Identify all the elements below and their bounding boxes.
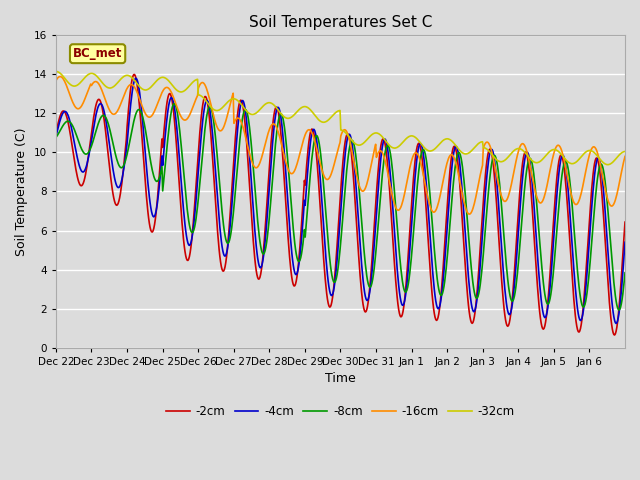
Line: -8cm: -8cm [56, 104, 625, 310]
-32cm [223, 99, 231, 105]
-16cm [224, 110, 232, 116]
-16cm [56, 74, 64, 80]
-32cm [431, 146, 439, 152]
-8cm [400, 286, 408, 292]
-4cm [432, 298, 440, 304]
Title: Soil Temperatures Set C: Soil Temperatures Set C [249, 15, 432, 30]
-2cm [252, 267, 260, 273]
Line: -4cm: -4cm [56, 78, 625, 324]
-8cm [274, 122, 282, 128]
-2cm [119, 174, 127, 180]
-32cm [273, 106, 281, 111]
X-axis label: Time: Time [325, 372, 356, 385]
-8cm [615, 307, 623, 313]
Text: BC_met: BC_met [73, 47, 122, 60]
-8cm [52, 135, 60, 141]
-8cm [224, 240, 232, 246]
-16cm [465, 211, 473, 217]
-16cm [252, 165, 260, 171]
-32cm [252, 110, 259, 116]
-8cm [252, 201, 260, 207]
-4cm [52, 134, 60, 140]
-4cm [621, 240, 629, 245]
-16cm [400, 194, 408, 200]
-2cm [400, 303, 408, 309]
-32cm [52, 69, 60, 74]
-2cm [131, 72, 138, 77]
-32cm [621, 149, 629, 155]
-32cm [399, 139, 407, 145]
-8cm [171, 101, 179, 107]
-32cm [604, 162, 612, 168]
-4cm [119, 173, 127, 179]
-16cm [120, 94, 127, 100]
-2cm [432, 317, 440, 323]
Legend: -2cm, -4cm, -8cm, -16cm, -32cm: -2cm, -4cm, -8cm, -16cm, -32cm [161, 400, 520, 423]
-2cm [224, 240, 232, 245]
-2cm [611, 332, 618, 338]
-4cm [274, 105, 282, 110]
Y-axis label: Soil Temperature (C): Soil Temperature (C) [15, 127, 28, 256]
-4cm [400, 301, 408, 307]
Line: -16cm: -16cm [56, 77, 625, 214]
-16cm [621, 154, 629, 159]
-16cm [52, 78, 60, 84]
-4cm [612, 321, 620, 326]
-4cm [224, 242, 232, 248]
-16cm [274, 128, 282, 133]
-4cm [252, 243, 260, 249]
-8cm [621, 270, 629, 276]
-2cm [52, 131, 60, 137]
-2cm [274, 107, 282, 112]
-16cm [432, 207, 440, 213]
-2cm [621, 219, 629, 225]
-32cm [119, 74, 127, 80]
-8cm [119, 164, 127, 170]
Line: -32cm: -32cm [56, 72, 625, 165]
-4cm [132, 75, 140, 81]
-8cm [432, 263, 440, 268]
Line: -2cm: -2cm [56, 74, 625, 335]
